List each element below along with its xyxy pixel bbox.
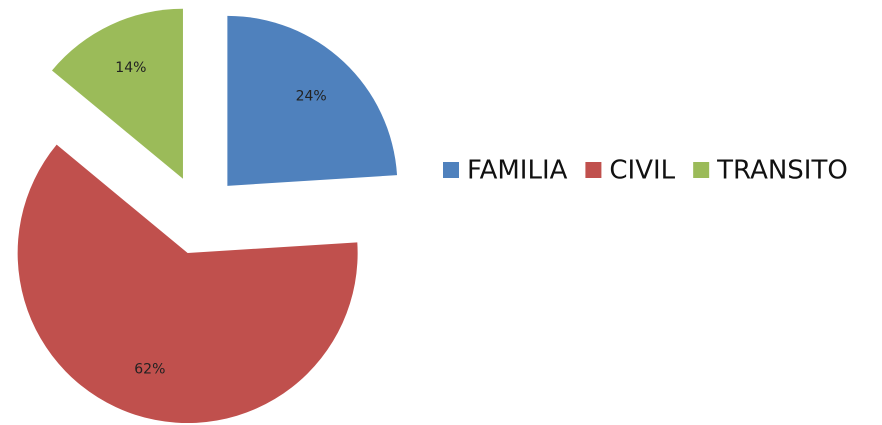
legend-swatch xyxy=(693,162,710,178)
legend-label: FAMILIA xyxy=(467,156,568,186)
value-label: 14% xyxy=(115,60,146,76)
value-label: 24% xyxy=(296,89,327,105)
legend-label: TRANSITO xyxy=(716,156,848,186)
value-label: 62% xyxy=(134,361,165,377)
legend-swatch xyxy=(443,162,459,178)
legend-swatch xyxy=(585,162,602,178)
pie-slice xyxy=(227,15,398,186)
legend-label: CIVIL xyxy=(609,156,675,186)
pie-slice xyxy=(17,144,358,424)
pie-slice xyxy=(51,8,183,179)
